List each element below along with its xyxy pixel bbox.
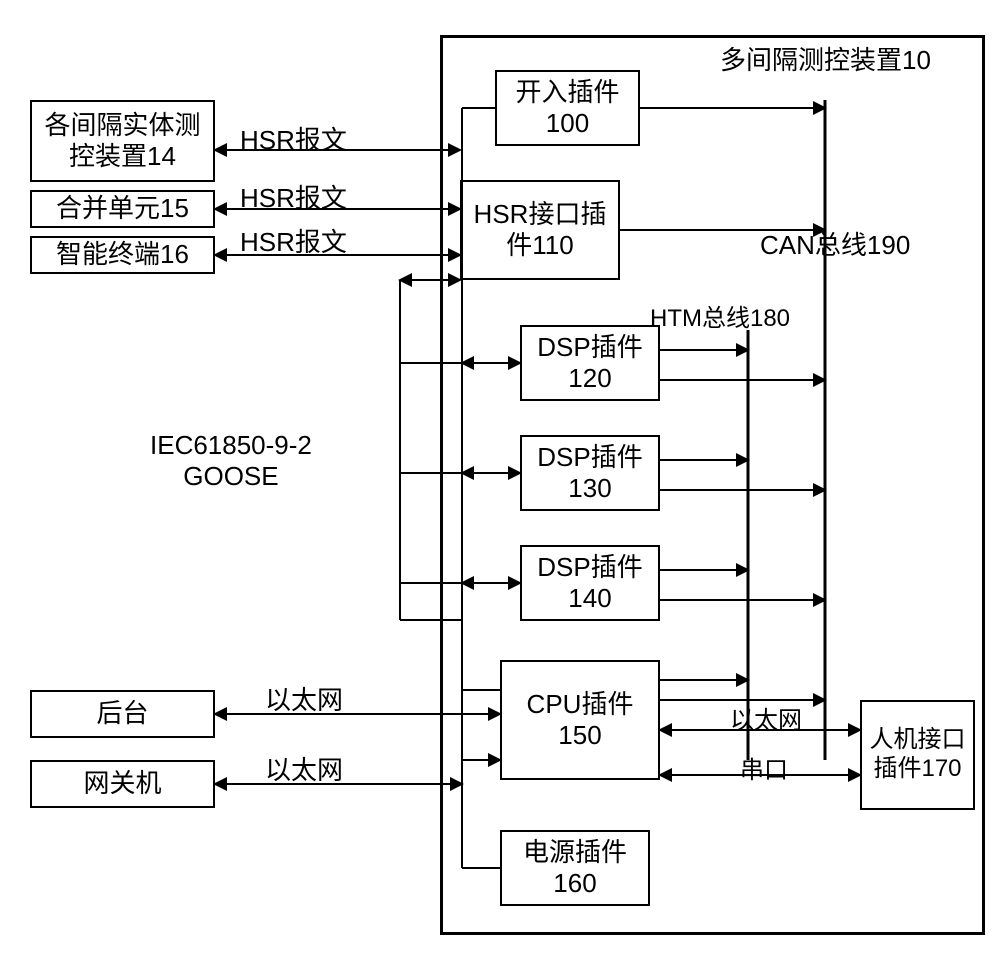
connector-layer	[0, 0, 1000, 953]
diagram-stage: 多间隔测控装置10 各间隔实体测 控装置14 合并单元15 智能终端16 后台 …	[0, 0, 1000, 953]
